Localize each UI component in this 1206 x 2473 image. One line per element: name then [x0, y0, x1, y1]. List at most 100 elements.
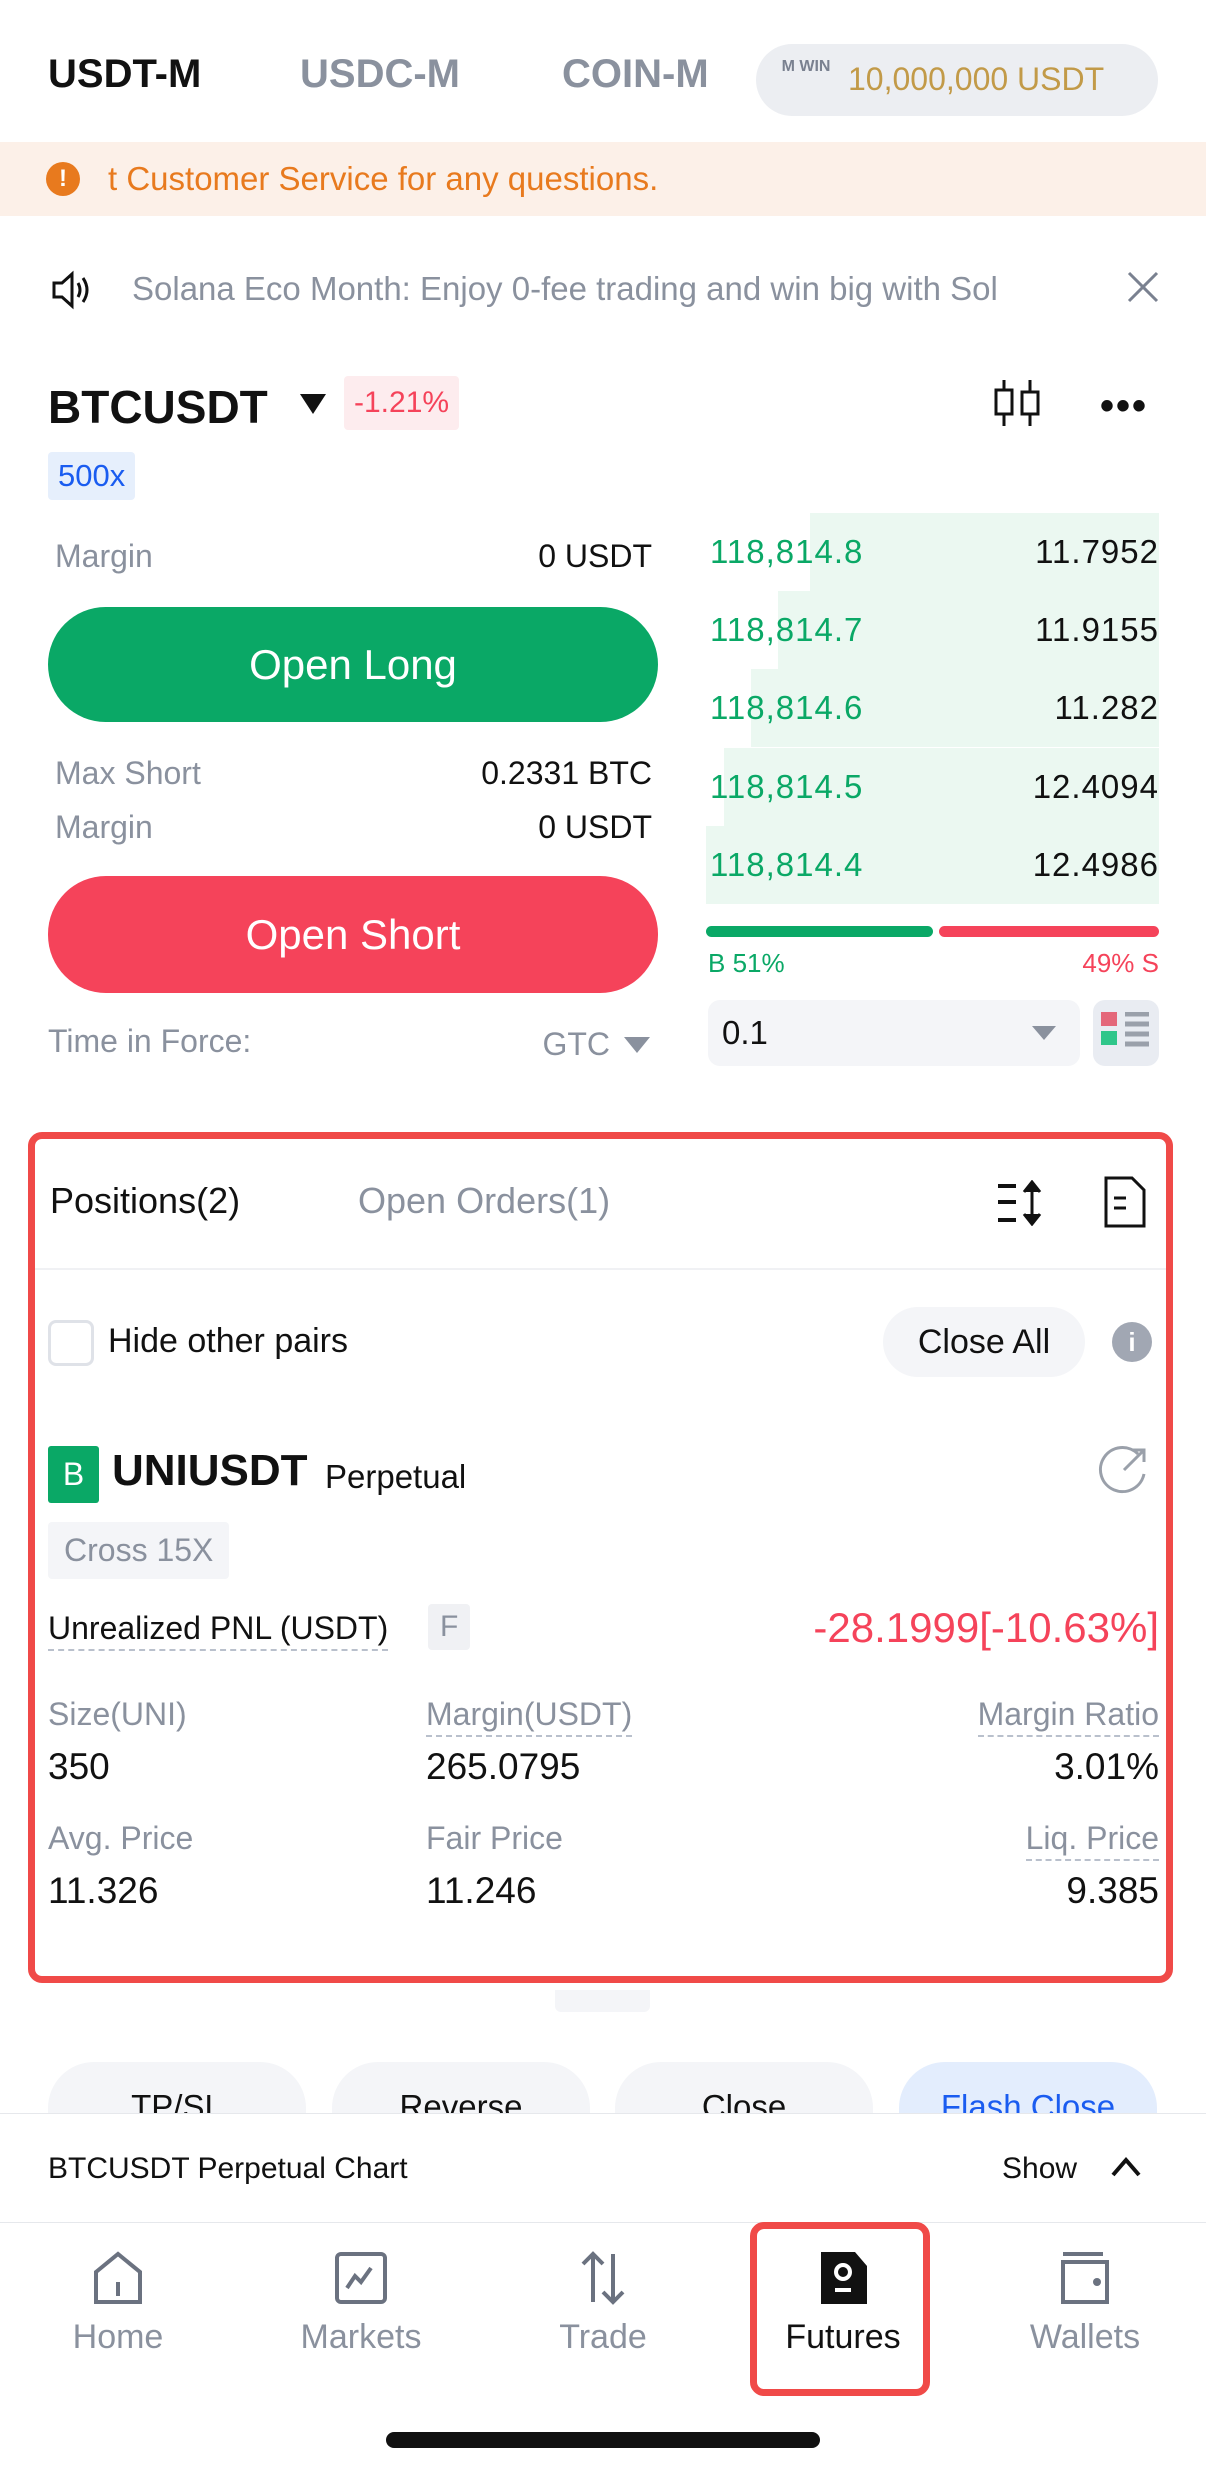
pnl-label[interactable]: Unrealized PNL (USDT)	[48, 1610, 389, 1651]
depth-bar	[706, 826, 1159, 904]
depth-bar	[778, 591, 1159, 669]
tab-usdt-m[interactable]: USDT-M	[48, 52, 202, 96]
max-short-value: 0.2331 BTC	[481, 755, 652, 791]
pnl-value: -28.1999[-10.63%]	[813, 1604, 1159, 1651]
buy-ratio-bar	[706, 926, 933, 937]
fair-price-value: 11.246	[426, 1870, 537, 1911]
share-icon[interactable]	[1098, 1444, 1150, 1501]
liq-price-value: 9.385	[1066, 1870, 1159, 1911]
orderbook-row[interactable]: 118,814.6 11.282	[706, 669, 1159, 747]
tif-select[interactable]: GTC	[542, 1026, 652, 1063]
precision-value: 0.1	[722, 1014, 768, 1051]
bid-qty: 11.282	[1054, 689, 1159, 726]
margin-short-value: 0 USDT	[538, 809, 652, 845]
wallet-icon	[1061, 2252, 1109, 2304]
tab-coin-m[interactable]: COIN-M	[562, 52, 709, 96]
open-long-button[interactable]: Open Long	[48, 607, 658, 722]
bid-price: 118,814.6	[710, 689, 864, 726]
bid-qty: 11.7952	[1035, 533, 1159, 570]
mwin-logo: M WIN	[781, 58, 831, 75]
orderbook-row[interactable]: 118,814.8 11.7952	[706, 513, 1159, 591]
nav-home[interactable]: Home	[28, 2250, 208, 2357]
hide-other-pairs-label[interactable]: Hide other pairs	[108, 1322, 349, 1360]
position-type: Perpetual	[325, 1458, 467, 1495]
expand-handle[interactable]	[555, 1990, 650, 2012]
leverage-badge[interactable]: 500x	[48, 452, 136, 500]
bid-price: 118,814.5	[710, 768, 864, 805]
caret-down-icon	[624, 1036, 650, 1053]
info-icon[interactable]: i	[1112, 1322, 1152, 1362]
position-symbol[interactable]: UNIUSDT	[112, 1446, 308, 1495]
hide-other-pairs-checkbox[interactable]	[48, 1320, 94, 1366]
divider	[35, 1268, 1166, 1270]
futures-icon	[821, 2252, 867, 2304]
caret-down-icon[interactable]	[298, 392, 328, 421]
nav-wallets[interactable]: Wallets	[995, 2250, 1175, 2357]
margin-mode-badge[interactable]: Cross 15X	[48, 1522, 230, 1579]
bid-qty: 11.9155	[1035, 611, 1159, 648]
side-badge: B	[48, 1446, 99, 1503]
precision-select[interactable]: 0.1	[708, 1000, 1080, 1066]
avg-price-label: Avg. Price	[48, 1820, 194, 1856]
sell-ratio-bar	[939, 926, 1159, 937]
close-button[interactable]: Close	[615, 2062, 873, 2113]
reverse-button[interactable]: Reverse	[332, 2062, 590, 2113]
close-icon[interactable]	[1126, 270, 1160, 309]
margin-ratio-value: 3.01%	[1054, 1746, 1159, 1787]
pair-symbol[interactable]: BTCUSDT	[48, 381, 268, 433]
caret-down-icon	[1032, 1026, 1056, 1040]
orderbook-row[interactable]: 118,814.5 12.4094	[706, 748, 1159, 826]
depth-bar	[810, 513, 1159, 591]
close-all-button[interactable]: Close All	[883, 1307, 1085, 1377]
bid-qty: 12.4986	[1032, 846, 1159, 883]
exclamation-circle-icon: !	[46, 162, 80, 196]
chart-bar[interactable]: BTCUSDT Perpetual Chart Show	[0, 2113, 1206, 2223]
swap-arrows-icon	[581, 2251, 625, 2305]
document-icon[interactable]	[1104, 1176, 1146, 1233]
tab-usdc-m[interactable]: USDC-M	[300, 52, 460, 96]
margin-usdt-value: 265.0795	[426, 1746, 581, 1787]
chart-bar-title: BTCUSDT Perpetual Chart	[48, 2152, 408, 2185]
candlestick-icon[interactable]	[990, 378, 1046, 433]
chart-toggle-label[interactable]: Show	[1002, 2152, 1078, 2185]
nav-markets[interactable]: Markets	[271, 2250, 451, 2357]
nav-label: Markets	[300, 2318, 422, 2356]
more-icon[interactable]: •••	[1100, 384, 1149, 428]
flash-close-button[interactable]: Flash Close	[899, 2062, 1157, 2113]
margin-long-value: 0 USDT	[538, 538, 652, 574]
chevron-up-icon[interactable]	[1110, 2156, 1142, 2178]
warning-banner: ! t Customer Service for any questions.	[0, 142, 1206, 216]
buy-percent: B 51%	[708, 948, 785, 978]
fair-price-label: Fair Price	[426, 1820, 563, 1856]
announcement-text[interactable]: Solana Eco Month: Enjoy 0-fee trading an…	[132, 270, 998, 307]
bid-price: 118,814.4	[710, 846, 864, 883]
depth-bar	[751, 669, 1159, 747]
sort-icon[interactable]	[996, 1179, 1046, 1231]
open-short-button[interactable]: Open Short	[48, 876, 658, 993]
balance-badge[interactable]: M WIN 10,000,000 USDT	[756, 44, 1158, 116]
nav-trade[interactable]: Trade	[513, 2250, 693, 2357]
home-indicator	[386, 2432, 820, 2448]
balance-amount: 10,000,000 USDT	[848, 61, 1105, 97]
orderbook-row[interactable]: 118,814.4 12.4986	[706, 826, 1159, 904]
bid-price: 118,814.8	[710, 533, 864, 570]
size-label: Size(UNI)	[48, 1696, 187, 1732]
nav-label: Wallets	[1029, 2318, 1141, 2356]
margin-ratio-label[interactable]: Margin Ratio	[977, 1696, 1159, 1737]
tab-open-orders[interactable]: Open Orders(1)	[358, 1180, 611, 1221]
nav-futures[interactable]: Futures	[753, 2250, 933, 2357]
size-value: 350	[48, 1746, 110, 1787]
nav-label: Futures	[785, 2318, 901, 2356]
tif-value: GTC	[542, 1026, 610, 1062]
markets-icon	[335, 2252, 387, 2304]
orderbook-layout-button[interactable]	[1093, 1000, 1159, 1066]
tab-positions[interactable]: Positions(2)	[50, 1180, 241, 1221]
price-change-badge: -1.21%	[344, 376, 460, 430]
orderbook-row[interactable]: 118,814.7 11.9155	[706, 591, 1159, 669]
margin-usdt-label[interactable]: Margin(USDT)	[426, 1696, 633, 1737]
highlight-positions-box	[28, 1132, 1173, 1983]
tpsl-button[interactable]: TP/SL	[48, 2062, 306, 2113]
liq-price-label[interactable]: Liq. Price	[1025, 1820, 1159, 1861]
layout-icon	[1101, 1012, 1149, 1047]
home-icon	[94, 2251, 142, 2304]
